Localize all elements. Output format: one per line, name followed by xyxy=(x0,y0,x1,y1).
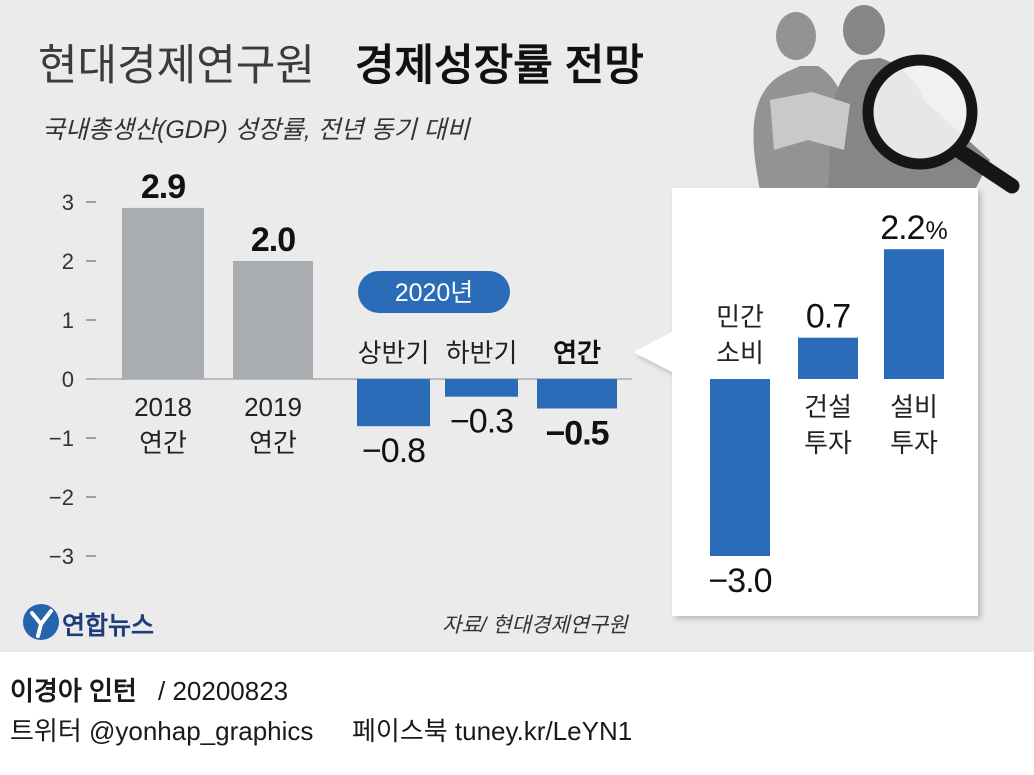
data-label-unit: % xyxy=(926,217,948,245)
main-bar-chart: 2.9 2018 연간 2.0 2019 연간 −0.8 상반기 −0.3 하반기 −0.5 연간 xyxy=(122,168,617,470)
category-label: 투자 xyxy=(890,428,938,458)
y-tick-label: −3 xyxy=(49,544,74,569)
bar-group: −0.3 하반기 xyxy=(445,338,518,441)
bar-group: 2.9 2018 연간 xyxy=(122,168,204,458)
category-label: 건설 xyxy=(804,392,852,422)
footer-author: 이경아 인턴 xyxy=(10,676,137,706)
category-label: 민간 xyxy=(716,302,764,332)
bar xyxy=(884,249,944,379)
data-label: −3.0 xyxy=(708,562,771,600)
category-label: 하반기 xyxy=(446,338,518,368)
data-label: −0.8 xyxy=(362,432,425,470)
bar-group: −0.8 상반기 xyxy=(357,338,430,470)
data-label: 2.9 xyxy=(141,168,185,206)
footer-date: / 20200823 xyxy=(158,676,288,706)
y-tick-label: 2 xyxy=(62,249,74,274)
period-badge-label: 2020년 xyxy=(395,279,474,307)
footer-facebook: 페이스북 tuney.kr/LeYN1 xyxy=(352,716,632,746)
data-label: 2.2% xyxy=(880,209,948,247)
footer-twitter: 트위터 @yonhap_graphics xyxy=(10,716,313,746)
data-label: 0.7 xyxy=(806,298,850,336)
category-label: 연간 xyxy=(553,338,601,368)
bar xyxy=(445,379,518,397)
period-badge-background xyxy=(358,271,510,313)
data-label-value: 0.7 xyxy=(806,298,850,336)
bar-group: −0.5 연간 xyxy=(537,338,617,453)
data-label: −0.5 xyxy=(545,415,608,453)
businessmen-magnifier-icon xyxy=(753,5,1020,194)
data-label: −0.3 xyxy=(450,403,513,441)
y-tick-label: 1 xyxy=(62,308,74,333)
bar xyxy=(537,379,617,409)
person-head-icon xyxy=(776,12,816,60)
category-label: 상반기 xyxy=(358,338,430,368)
y-tick-label: −1 xyxy=(49,426,74,451)
logo-text: 연합뉴스 xyxy=(62,612,154,640)
category-label: 소비 xyxy=(716,338,764,368)
bar xyxy=(798,337,858,379)
bar-group: 2.0 2019 연간 xyxy=(233,221,313,458)
source-note: 자료/ 현대경제연구원 xyxy=(442,614,629,637)
document-icon xyxy=(770,92,850,150)
category-label: 2018 xyxy=(134,392,192,422)
y-axis: 3 2 1 0 −1 −2 −3 xyxy=(49,190,632,569)
magnifying-glass-icon xyxy=(862,54,1020,194)
y-tick-label: 0 xyxy=(62,367,74,392)
bar xyxy=(233,261,313,379)
chart-subtitle: 국내총생산(GDP) 성장률, 전년 동기 대비 xyxy=(42,116,472,144)
data-label-value: −3.0 xyxy=(708,562,771,600)
data-label-value: 2.9 xyxy=(141,168,185,206)
y-tick-label: −2 xyxy=(49,485,74,510)
bar xyxy=(710,379,770,556)
bar xyxy=(122,207,204,379)
data-label-value: 2.2 xyxy=(880,209,924,247)
yonhap-logo-icon xyxy=(23,604,59,640)
chart-title: 경제성장률 전망 xyxy=(355,42,644,90)
logo-swoosh-icon xyxy=(30,609,53,638)
category-label: 투자 xyxy=(804,428,852,458)
data-label: 2.0 xyxy=(251,221,295,259)
category-label: 연간 xyxy=(139,428,187,458)
data-label-value: −0.3 xyxy=(450,403,513,441)
data-label-value: −0.5 xyxy=(545,415,608,453)
person-head-icon xyxy=(843,5,885,55)
data-label-value: 2.0 xyxy=(251,221,295,259)
chart-title-source: 현대경제연구원 xyxy=(38,42,315,90)
category-label: 2019 xyxy=(244,392,302,422)
category-label: 연간 xyxy=(249,428,297,458)
data-label-value: −0.8 xyxy=(362,432,425,470)
category-label: 설비 xyxy=(890,392,938,422)
bar xyxy=(357,379,430,427)
period-badge: 2020년 xyxy=(358,271,510,313)
y-tick-label: 3 xyxy=(62,190,74,215)
